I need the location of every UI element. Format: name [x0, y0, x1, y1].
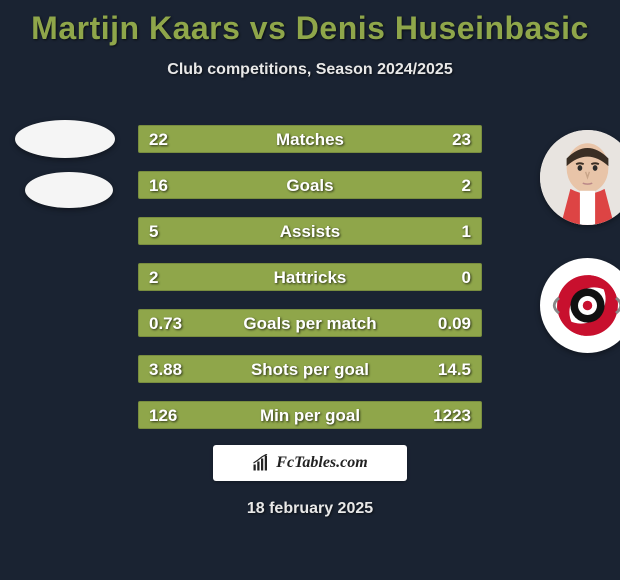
- stat-row: 126Min per goal1223: [138, 401, 482, 429]
- stat-label: Goals: [139, 172, 481, 200]
- stat-row: 3.88Shots per goal14.5: [138, 355, 482, 383]
- stat-row: 0.73Goals per match0.09: [138, 309, 482, 337]
- player-face-icon: [540, 130, 620, 225]
- chart-icon: [252, 454, 270, 472]
- stat-row: 2Hattricks0: [138, 263, 482, 291]
- right-player-avatar: [540, 130, 620, 225]
- stat-label: Shots per goal: [139, 356, 481, 384]
- stat-label: Min per goal: [139, 402, 481, 430]
- stat-row: 16Goals2: [138, 171, 482, 199]
- hurricane-logo-icon: [540, 258, 620, 353]
- stat-right-value: 23: [452, 126, 471, 154]
- stat-row: 22Matches23: [138, 125, 482, 153]
- stat-label: Matches: [139, 126, 481, 154]
- stat-row: 5Assists1: [138, 217, 482, 245]
- brand-badge: FcTables.com: [213, 445, 407, 481]
- stat-right-value: 2: [462, 172, 471, 200]
- stat-right-value: 0.09: [438, 310, 471, 338]
- stat-right-value: 14.5: [438, 356, 471, 384]
- left-player-avatar: [15, 120, 115, 158]
- brand-text: FcTables.com: [276, 454, 367, 472]
- left-team-logo: [25, 172, 113, 208]
- stat-label: Assists: [139, 218, 481, 246]
- comparison-title: Martijn Kaars vs Denis Huseinbasic: [0, 0, 620, 47]
- stats-list: 22Matches2316Goals25Assists12Hattricks00…: [138, 125, 482, 447]
- stat-right-value: 1223: [433, 402, 471, 430]
- stat-label: Hattricks: [139, 264, 481, 292]
- stat-right-value: 1: [462, 218, 471, 246]
- right-team-logo: [540, 258, 620, 353]
- stat-right-value: 0: [462, 264, 471, 292]
- report-date: 18 february 2025: [0, 500, 620, 518]
- stat-label: Goals per match: [139, 310, 481, 338]
- comparison-subtitle: Club competitions, Season 2024/2025: [0, 61, 620, 79]
